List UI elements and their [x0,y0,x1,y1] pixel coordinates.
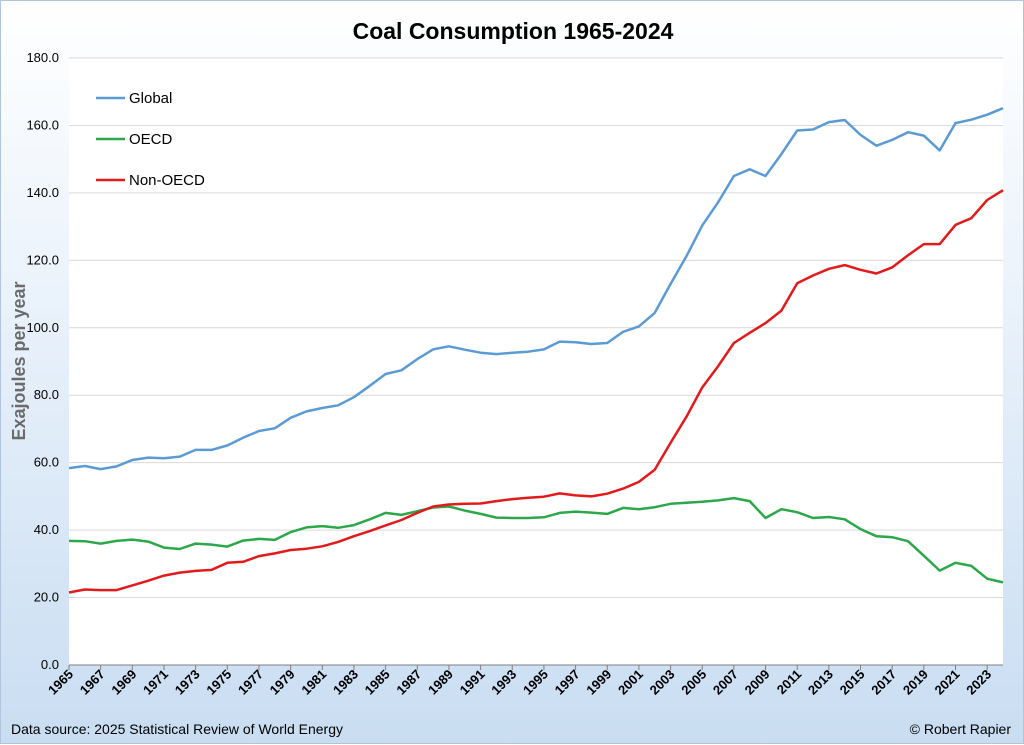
grid-lines [69,57,1003,599]
y-tick-label: 160.0 [26,117,59,132]
legend-label-oecd: OECD [129,131,173,148]
y-tick-label: 80.0 [34,387,59,402]
x-tick-label: 1973 [172,667,203,698]
x-tick-label: 1993 [488,667,519,698]
x-tick-label: 1987 [393,667,424,698]
x-tick-label: 2005 [678,667,709,698]
x-tick-label: 1991 [457,667,488,698]
x-tick-label: 1995 [520,667,551,698]
series-line-oecd [68,496,1004,584]
x-tick-label: 2011 [774,667,805,698]
x-tick-label: 1997 [552,667,583,698]
y-tick-label: 20.0 [34,590,59,605]
x-tick-label: 1967 [77,667,108,698]
x-tick-label: 1969 [108,667,139,698]
y-axis-label: Exajoules per year [9,281,29,440]
x-tick-label: 1999 [583,667,614,698]
plot-area [69,58,1003,665]
x-tick-label: 2003 [647,667,678,698]
y-tick-label: 40.0 [34,522,59,537]
y-tick-label: 140.0 [26,185,59,200]
y-tick-label: 60.0 [34,455,59,470]
y-tick-label: 0.0 [41,657,59,672]
series-line-non-oecd [68,189,1004,594]
x-tick-label: 1971 [140,667,171,698]
x-tick-label: 2009 [742,667,773,698]
y-axis-ticks: 0.0 20.0 40.0 60.0 80.0 100.0 120.0 140.0 160.0 1… [26,50,59,672]
y-tick-label: 100.0 [26,320,59,335]
x-tick-label: 2015 [837,667,868,698]
series-line-global [68,107,1004,471]
copyright-note: © Robert Rapier [910,721,1012,737]
x-tick-label: 2021 [932,667,963,698]
x-tick-label: 2001 [615,667,646,698]
x-tick-label: 2007 [710,667,741,698]
x-tick-label: 1985 [362,667,393,698]
x-tick-label: 2013 [805,667,836,698]
series-lines [68,107,1004,594]
y-tick-label: 120.0 [26,252,59,267]
data-source-note: Data source: 2025 Statistical Review of … [11,721,343,737]
x-tick-label: 2023 [963,667,994,698]
legend-label-non-oecd: Non-OECD [129,172,205,189]
x-tick-label: 1981 [298,667,329,698]
x-tick-label: 2019 [900,667,931,698]
legend-label-global: Global [129,90,172,107]
x-tick-label: 1983 [330,667,361,698]
x-tick-label: 1979 [267,667,298,698]
x-tick-label: 1975 [203,667,234,698]
x-tick-label: 1989 [425,667,456,698]
x-tick-label: 1977 [235,667,266,698]
x-axis-ticks: 1965 1967 1969 1971 1973 1975 1977 1979 1981 1983… [45,665,994,698]
x-tick-label: 2017 [868,667,899,698]
chart-title: Coal Consumption 1965-2024 [353,18,674,44]
y-tick-label: 180.0 [26,50,59,65]
legend: Global OECD Non-OECD [96,90,205,189]
